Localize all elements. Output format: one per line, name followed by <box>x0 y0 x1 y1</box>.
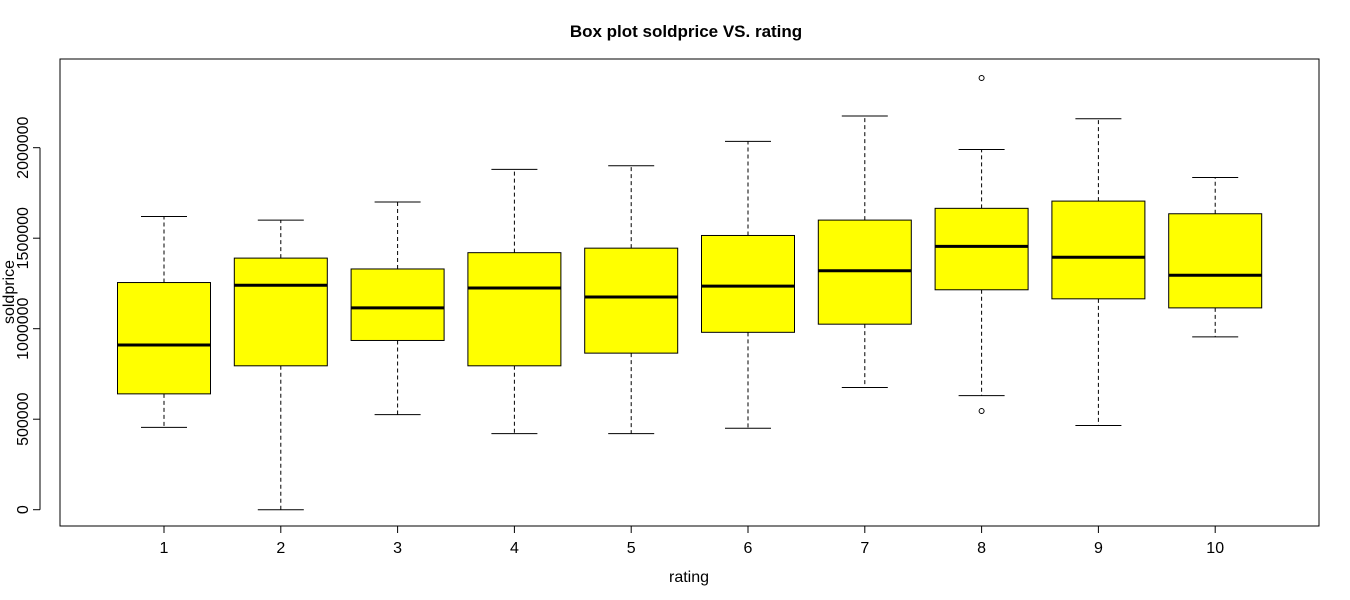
x-tick-label: 8 <box>977 540 986 557</box>
x-axis: 1 2 3 4 5 6 7 8 9 10 <box>160 525 1224 557</box>
box-group <box>117 215 211 428</box>
x-axis-label: rating <box>669 569 709 586</box>
box-group <box>350 201 445 416</box>
box <box>117 282 211 395</box>
y-tick-label: 1000000 <box>15 297 32 359</box>
y-tick-label: 0 <box>15 505 32 514</box>
x-tick-label: 7 <box>860 540 869 557</box>
y-tick-label: 2000000 <box>15 116 32 178</box>
box-group <box>701 140 795 429</box>
y-axis: 0 500000 1000000 1500000 2000000 <box>15 116 41 514</box>
outlier-point <box>978 408 985 415</box>
x-tick-label: 4 <box>510 540 519 557</box>
box <box>467 252 562 367</box>
box <box>934 207 1029 291</box>
box-group <box>934 75 1029 415</box>
chart-title: Box plot soldprice VS. rating <box>570 22 802 41</box>
y-tick-label: 1500000 <box>15 207 32 269</box>
box-group <box>1168 177 1263 338</box>
y-axis-label: soldprice <box>1 260 18 324</box>
box-group <box>817 115 912 389</box>
x-tick-label: 9 <box>1094 540 1103 557</box>
x-tick-label: 10 <box>1206 540 1224 557</box>
y-tick-label: 500000 <box>15 392 32 445</box>
x-tick-label: 1 <box>160 540 169 557</box>
outlier-point <box>978 75 985 82</box>
box <box>350 268 445 341</box>
x-tick-label: 5 <box>627 540 636 557</box>
box <box>233 257 328 367</box>
x-tick-label: 2 <box>276 540 285 557</box>
boxes-layer <box>117 75 1263 511</box>
box-group <box>467 168 562 435</box>
box-group <box>1051 118 1146 427</box>
box <box>584 247 679 354</box>
box-group <box>233 219 328 511</box>
x-tick-label: 6 <box>744 540 753 557</box>
box <box>1168 213 1263 309</box>
x-tick-label: 3 <box>393 540 402 557</box>
box <box>701 234 795 333</box>
box <box>1051 200 1146 300</box>
box-group <box>584 165 679 435</box>
